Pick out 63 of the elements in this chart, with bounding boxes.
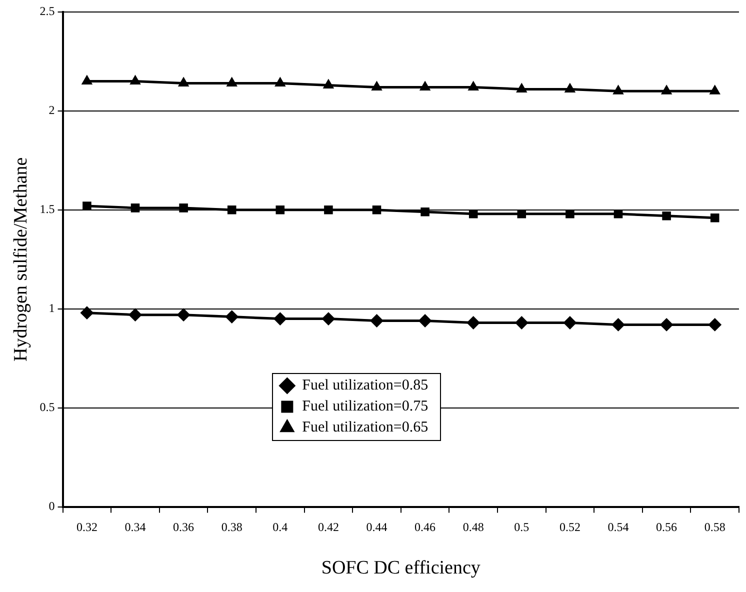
- point: [178, 77, 189, 86]
- point: [564, 83, 576, 92]
- x-tick-label: 0.44: [366, 520, 388, 534]
- point: [323, 79, 334, 88]
- x-tick-label: 0.58: [704, 520, 726, 534]
- point: [274, 77, 286, 86]
- point: [82, 202, 92, 210]
- x-tick-label: 0.46: [414, 520, 436, 534]
- x-axis-title: SOFC DC efficiency: [321, 558, 481, 579]
- point: [710, 213, 720, 222]
- point: [370, 314, 384, 328]
- point: [420, 208, 430, 216]
- legend-label: Fuel utilization=0.75: [302, 398, 428, 415]
- point: [80, 306, 94, 320]
- x-tick-label: 0.34: [124, 520, 146, 534]
- x-tick-label: 0.4: [272, 520, 288, 534]
- point: [420, 81, 430, 90]
- x-tick-label: 0.5: [514, 520, 530, 534]
- y-tick-label: 0: [48, 498, 55, 513]
- point: [274, 312, 287, 326]
- y-axis-title: Hydrogen sulfide/Methane: [10, 157, 32, 362]
- legend-label: Fuel utilization=0.85: [302, 378, 428, 394]
- point: [466, 316, 480, 330]
- point: [660, 318, 674, 332]
- point: [130, 75, 141, 85]
- point: [82, 75, 92, 85]
- x-tick-label: 0.52: [559, 520, 580, 534]
- x-tick-label: 0.36: [173, 520, 194, 534]
- point: [661, 85, 672, 94]
- point: [130, 204, 140, 212]
- point: [128, 308, 142, 322]
- point: [516, 83, 527, 92]
- x-tick-label: 0.42: [318, 520, 339, 534]
- point: [225, 310, 238, 324]
- x-tick-label: 0.32: [76, 520, 98, 534]
- y-tick-label: 1.5: [40, 202, 55, 216]
- x-tick-label: 0.48: [462, 520, 484, 534]
- point: [662, 211, 671, 220]
- y-tick-label: 2: [48, 103, 55, 118]
- point: [226, 77, 238, 86]
- point: [322, 312, 335, 326]
- y-tick-label: 2.5: [40, 4, 55, 18]
- x-tick-label: 0.54: [608, 520, 629, 534]
- point: [179, 204, 188, 212]
- legend-label: Fuel utilization=0.65: [302, 420, 428, 436]
- point: [324, 206, 333, 214]
- point: [227, 206, 236, 214]
- point: [708, 318, 722, 332]
- point: [372, 206, 382, 214]
- point: [515, 316, 528, 330]
- x-tick-label: 0.56: [656, 520, 678, 534]
- point: [612, 318, 625, 332]
- point: [276, 206, 285, 214]
- point: [177, 308, 190, 322]
- point: [418, 314, 432, 328]
- y-tick-label: 0.5: [40, 400, 55, 414]
- y-tick-label: 1: [48, 301, 55, 316]
- point: [612, 85, 624, 94]
- x-tick-label: 0.38: [221, 520, 242, 534]
- point: [371, 81, 382, 90]
- point: [710, 85, 720, 94]
- point: [563, 316, 576, 330]
- point: [468, 81, 479, 90]
